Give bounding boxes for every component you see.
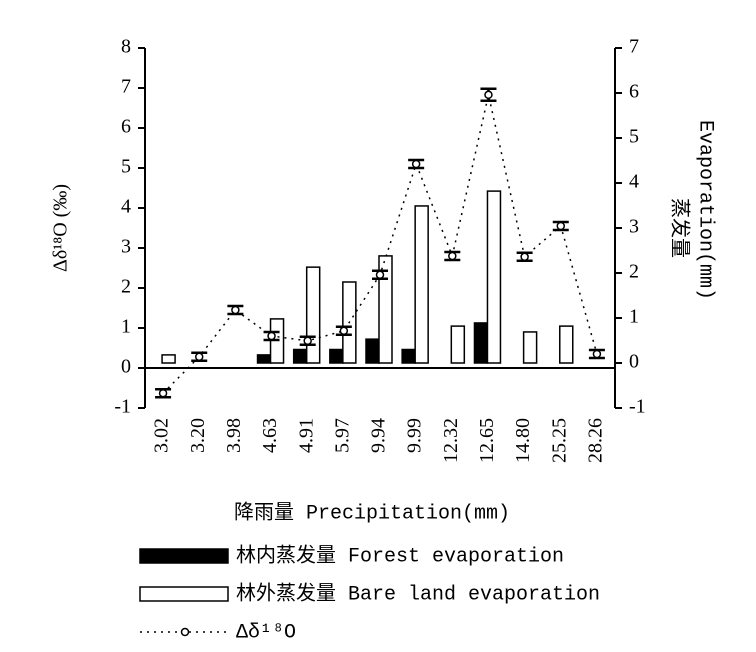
- bar: [161, 354, 176, 364]
- y2-axis-label: 蒸发量: [668, 198, 691, 258]
- x-tick-label: 3.02: [151, 418, 173, 453]
- point: [520, 252, 529, 262]
- point: [375, 270, 385, 280]
- x-tick-label: 25.25: [548, 418, 570, 463]
- y-tick-label: 7: [121, 76, 131, 98]
- bar: [486, 190, 502, 364]
- x-tick-label: 9.94: [368, 418, 390, 453]
- y-tick-label: 3: [121, 236, 131, 258]
- bar: [559, 325, 574, 364]
- y-tick-label: -1: [114, 396, 131, 418]
- x-tick-label: 3.98: [223, 418, 245, 453]
- y2-tick-label: 5: [629, 126, 639, 148]
- y2-tick-label: 7: [629, 36, 639, 58]
- y2-tick-label: 1: [629, 306, 639, 328]
- bar: [305, 266, 321, 364]
- bar: [401, 348, 416, 364]
- legend-label: 林外蒸发量 Bare land evaporation: [236, 581, 600, 606]
- y2-tick-label: 6: [629, 81, 639, 103]
- point: [158, 388, 168, 398]
- y2-tick-label: 3: [629, 216, 639, 238]
- point: [339, 326, 349, 336]
- bar: [414, 205, 429, 364]
- point: [231, 305, 240, 315]
- y-tick-label: 5: [121, 156, 131, 178]
- y2-tick-label: 4: [629, 171, 639, 193]
- x-tick-label: 12.65: [476, 418, 498, 463]
- y2-tick-label: -1: [629, 396, 646, 418]
- legend-swatch: [139, 586, 229, 602]
- x-tick-label: 9.99: [404, 418, 426, 453]
- point: [484, 90, 493, 100]
- bar: [292, 348, 308, 364]
- x-tick-label: 14.80: [512, 418, 534, 463]
- legend-label: 林内蒸发量 Forest evaporation: [236, 543, 564, 568]
- point: [303, 336, 312, 346]
- bar: [522, 331, 538, 364]
- y-tick-label: 8: [121, 36, 131, 58]
- x-tick-label: 28.26: [585, 418, 607, 463]
- y-tick-label: 2: [121, 276, 131, 298]
- point: [267, 331, 276, 341]
- y-tick-label: 6: [121, 116, 131, 138]
- legend-marker: [180, 627, 190, 637]
- x-tick-label: 5.97: [331, 418, 353, 453]
- bar: [365, 338, 380, 364]
- y-tick-label: 4: [121, 196, 131, 218]
- x-axis-label: 降雨量 Precipitation(mm): [234, 500, 510, 525]
- y2-tick-label: 2: [629, 261, 639, 283]
- y-tick-label: 0: [121, 356, 131, 378]
- y-axis-label: Δδ¹⁸O (‰): [50, 184, 72, 272]
- point: [448, 251, 457, 261]
- x-tick-label: 12.32: [440, 418, 462, 463]
- point: [411, 159, 421, 169]
- point: [556, 221, 566, 231]
- bar: [473, 322, 489, 364]
- y2-axis-label: Evaporation(mm): [694, 120, 717, 300]
- x-tick-label: 4.63: [259, 418, 281, 453]
- x-tick-label: 4.91: [295, 418, 317, 453]
- point: [592, 349, 602, 359]
- legend-label: Δδ¹⁸O: [236, 621, 296, 644]
- y-tick-label: 1: [121, 316, 131, 338]
- bar: [450, 325, 466, 364]
- x-tick-label: 3.20: [187, 418, 209, 453]
- bar: [256, 354, 272, 364]
- legend-swatch: [139, 548, 229, 564]
- bar: [329, 348, 344, 364]
- y2-tick-label: 0: [629, 351, 639, 373]
- point: [194, 352, 204, 362]
